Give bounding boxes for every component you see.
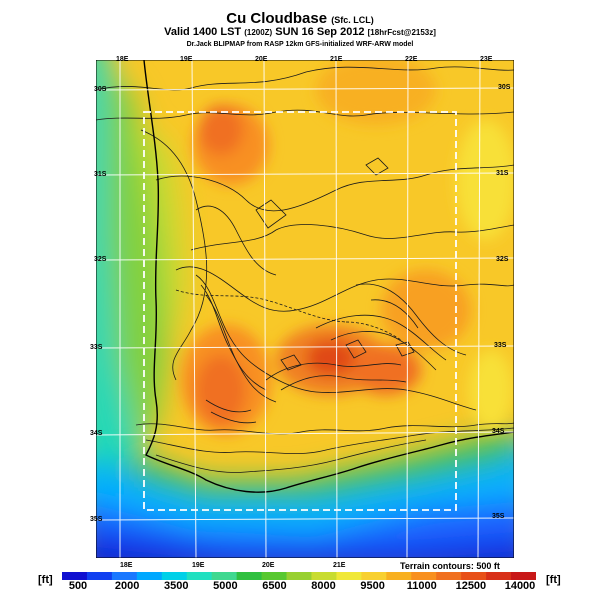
lon-label-top: 20E [255,56,268,63]
inner-domain-box [143,111,457,511]
color-field [96,60,514,558]
colorbar-segment [361,572,387,580]
colorbar-segment [386,572,412,580]
colorbar-segment [286,572,312,580]
colorbar [62,572,536,580]
colorbar-segment [411,572,437,580]
lon-label-top: 22E [405,56,418,63]
cloudbase-map [96,60,514,558]
lat-label-left: 31S [94,171,107,178]
valid-date: SUN 16 Sep 2012 [275,26,365,38]
map-title: Cu Cloudbase (Sfc. LCL) [0,10,600,27]
lat-label-right: 31S [496,170,509,177]
colorbar-segment [336,572,362,580]
lat-label-left: 32S [94,256,107,263]
lon-label-bottom: 18E [120,562,133,569]
valid-zone: (1200Z) [244,28,273,37]
lat-label-left: 33S [90,344,103,351]
lon-label-bottom: 20E [262,562,275,569]
lat-label-left: 35S [90,516,103,523]
graticule [96,60,514,558]
colorbar-segment [111,572,138,580]
colorbar-tick-label: 6500 [262,580,287,592]
colorbar-segment [511,572,536,580]
lat-label-right: 34S [492,428,505,435]
colorbar-tick-label: 11000 [406,580,437,592]
colorbar-tick-label: 3500 [163,580,189,592]
valid-time-line: Valid 1400 LST (1200Z) SUN 16 Sep 2012 [… [0,26,600,38]
colorbar-tick-label: 5000 [213,580,238,592]
lat-label-right: 30S [498,84,511,91]
colorbar-unit-left: [ft] [38,574,53,586]
colorbar-segment [436,572,462,580]
colorbar-tick-label: 14000 [504,580,536,592]
colorbar-segment [261,572,288,580]
lat-label-right: 35S [492,513,505,520]
lat-label-left: 30S [94,86,107,93]
lat-label-right: 32S [496,256,509,263]
model-credit: Dr.Jack BLIPMAP from RASP 12km GFS-initi… [186,41,414,48]
colorbar-segment [136,572,163,580]
colorbar-segment [311,572,337,580]
colorbar-tick-label: 2000 [114,580,140,592]
terrain-contour-note: Terrain contours: 500 ft [400,561,500,571]
colorbar-tick-label: 8000 [311,580,336,592]
valid-label: Valid 1400 LST [164,26,242,38]
colorbar-tick-label: 9500 [360,580,385,592]
lon-label-top: 23E [480,56,493,63]
colorbar-tick-label: 12500 [455,580,487,592]
colorbar-segment [186,572,213,580]
lon-label-top: 21E [330,56,343,63]
coastline [143,60,514,493]
lon-label-top: 19E [180,56,193,63]
colorbar-segment [486,572,512,580]
title-text: Cu Cloudbase [226,10,328,27]
lat-label-left: 34S [90,430,103,437]
lon-label-top: 18E [116,56,129,63]
lon-label-bottom: 21E [333,562,346,569]
colorbar-unit-right: [ft] [546,574,561,586]
colorbar-segment [62,572,88,580]
colorbar-segment [211,572,238,580]
lon-label-bottom: 19E [192,562,205,569]
colorbar-segment [236,572,263,580]
colorbar-tick-label: 500 [68,580,88,592]
forecast-info: [18hrFcst@2153z] [367,28,436,37]
lat-label-right: 33S [494,342,507,349]
colorbar-segment [161,572,188,580]
colorbar-segment [86,572,113,580]
colorbar-segment [461,572,487,580]
title-suffix: (Sfc. LCL) [331,15,374,25]
province-borders [175,289,402,341]
